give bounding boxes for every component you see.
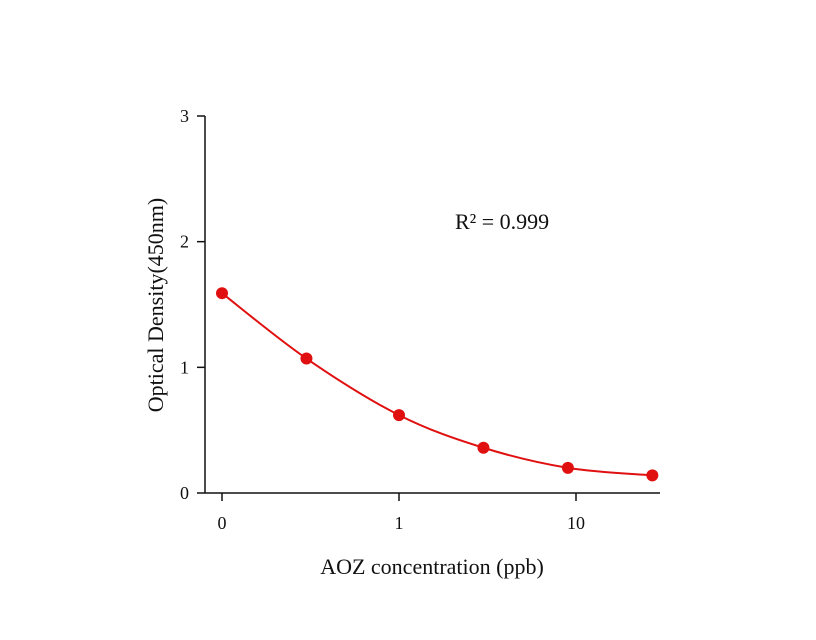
data-point <box>477 441 490 454</box>
y-axis-title: Optical Density(450nm) <box>143 198 168 412</box>
axes: 0 1 2 3 0 1 10 <box>180 106 660 533</box>
y-tick-label: 1 <box>180 357 189 377</box>
x-axis-title: AOZ concentration (ppb) <box>320 554 544 579</box>
data-point <box>561 461 574 474</box>
y-tick-label: 2 <box>180 232 189 252</box>
x-tick-label: 0 <box>218 513 227 533</box>
data-point <box>300 352 313 365</box>
y-tick-label: 3 <box>180 106 189 126</box>
x-tick-label: 10 <box>567 513 585 533</box>
data-point <box>216 287 228 300</box>
data-point <box>393 409 405 422</box>
r-squared-annotation: R² = 0.999 <box>455 209 549 234</box>
fit-curve-layer <box>221 292 653 477</box>
data-point <box>646 469 659 482</box>
data-points-layer <box>216 287 659 482</box>
y-tick-label: 0 <box>180 483 189 503</box>
fit-curve <box>221 292 653 477</box>
x-tick-label: 1 <box>395 513 404 533</box>
